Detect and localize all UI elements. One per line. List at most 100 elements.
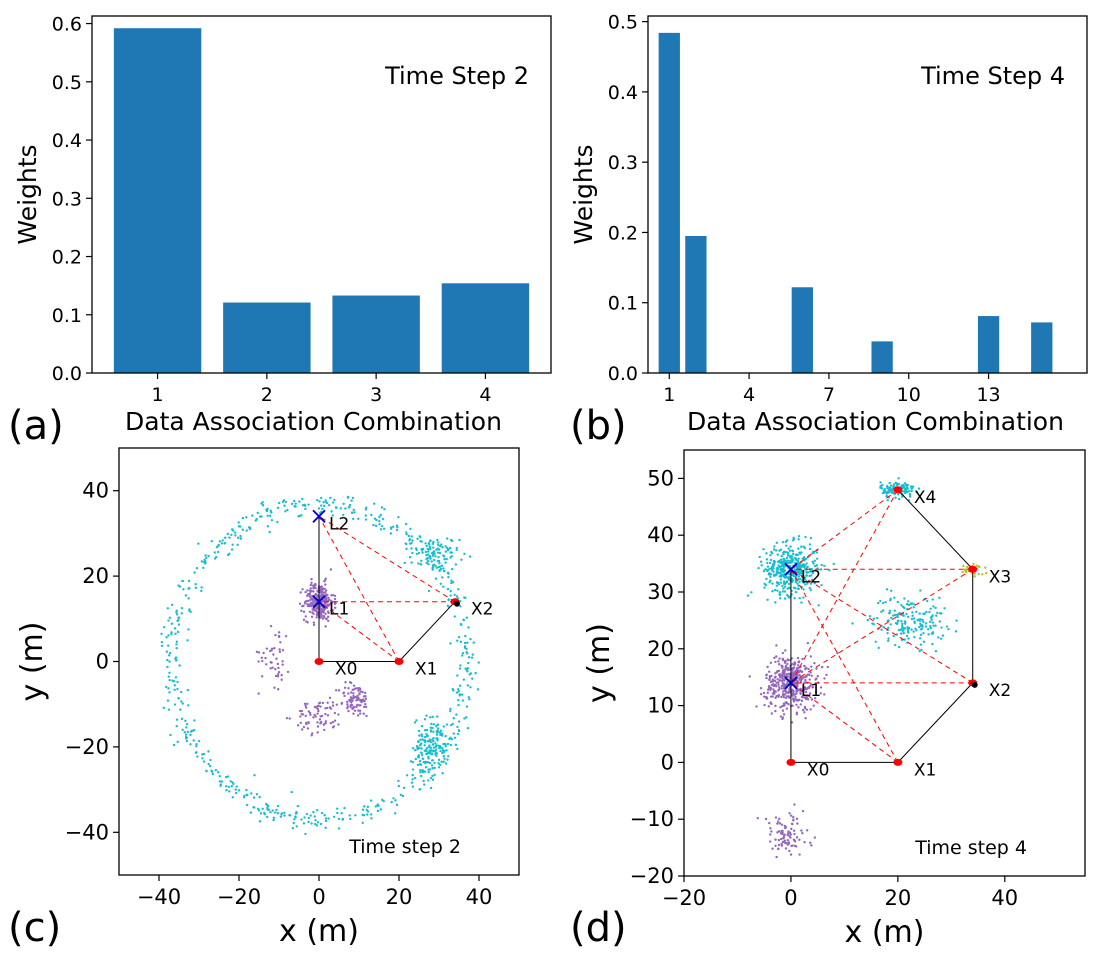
x-axis-label: x (m) [279, 914, 359, 949]
ytick-label: 40 [647, 523, 674, 547]
xtick-label: 4 [479, 384, 491, 406]
association-lines [790, 489, 973, 763]
bar-a-2 [223, 302, 311, 373]
landmark-marker-L1 [784, 676, 798, 690]
ytick-label: −20 [630, 864, 674, 888]
xtick-label: 3 [370, 384, 382, 406]
y-axis-label: Weights [13, 144, 42, 244]
xtick-label: −40 [137, 885, 181, 909]
xtick-label: −20 [662, 886, 706, 910]
trajectory [318, 516, 456, 662]
pose-label-X3: X3 [989, 567, 1011, 587]
purple-cluster-low [285, 701, 340, 737]
pose-label-X1: X1 [415, 660, 437, 680]
landmark-label-L2: L2 [801, 567, 821, 587]
l1-particles [748, 641, 839, 724]
xtick-label: 20 [884, 886, 911, 910]
cyan-cluster-mid [851, 588, 958, 653]
pose-marker-X0 [786, 758, 796, 766]
landmark-marker-L2 [312, 509, 326, 523]
ytick-label: 0.1 [52, 305, 82, 327]
particles-d [746, 477, 988, 859]
pose-label-X2: X2 [989, 681, 1011, 701]
ytick-label: 0.4 [52, 130, 82, 152]
landmark-label-L1: L1 [329, 600, 349, 620]
pose-label-X0: X0 [807, 760, 829, 780]
ytick-label: 0.2 [608, 222, 638, 244]
ytick-label: 0.6 [52, 14, 82, 36]
ytick-label: 0.4 [608, 82, 638, 104]
ytick-label: 0 [96, 650, 109, 674]
ytick-label: 0.5 [608, 12, 638, 34]
xtick-label: 40 [991, 886, 1018, 910]
association-line [318, 516, 400, 662]
chart-d: X0 X1 X2 X3 X4 L1 L2 −20 0 20 40 −20 −10 0 10 20 30 40 50 T… [582, 449, 1086, 950]
ytick-label: 0.3 [52, 188, 82, 210]
xtick-label: 40 [466, 885, 493, 909]
ytick-label: 0 [661, 750, 674, 774]
ytick-label: 40 [82, 479, 109, 503]
x-axis-label: Data Association Combination [687, 407, 1064, 436]
plot-area-frame-d [683, 449, 1086, 877]
bar-a-3 [332, 295, 420, 373]
ytick-label: 0.3 [608, 152, 638, 174]
xtick-label: 10 [897, 384, 921, 406]
annotation-a: Time Step 2 [384, 62, 529, 90]
ytick-label: 10 [647, 694, 674, 718]
purple-cluster-right [328, 681, 368, 718]
ytick-label: 20 [647, 637, 674, 661]
pose-label-X0: X0 [335, 660, 357, 680]
plot-area-frame-b [647, 15, 1088, 374]
bar-b-1 [658, 32, 680, 373]
bar-b-2 [685, 235, 707, 373]
bar-a-1 [113, 28, 202, 374]
cyan-cluster [409, 714, 459, 790]
pose-label-X2: X2 [471, 600, 493, 620]
xtick-label: 0 [312, 885, 325, 909]
xtick-label: 1 [663, 384, 675, 406]
annotation-c: Time step 2 [348, 836, 461, 858]
ytick-label: 20 [82, 564, 109, 588]
trajectory [790, 489, 974, 763]
pose-marker-dark [971, 681, 978, 688]
panel-label-a: (a) [8, 403, 64, 449]
xtick-label: 20 [386, 885, 413, 909]
ytick-label: 0.0 [608, 363, 638, 385]
ytick-label: 30 [647, 580, 674, 604]
association-line [318, 601, 400, 662]
pose-marker-X1 [394, 658, 404, 665]
xtick-label: 7 [823, 384, 835, 406]
landmark-label-L1: L1 [801, 681, 821, 701]
pose-marker-X1 [893, 758, 903, 766]
pose-marker-X3 [968, 565, 978, 573]
association-line [790, 489, 899, 570]
ytick-label: 50 [647, 466, 674, 490]
landmark-marker-L1 [312, 595, 326, 609]
ytick-label: 0.5 [52, 72, 82, 94]
xtick-label: 13 [976, 384, 1000, 406]
ytick-label: −40 [65, 820, 109, 844]
purple-cluster-low [756, 803, 817, 859]
x-axis-label: x (m) [845, 915, 925, 950]
xtick-label: 0 [784, 886, 797, 910]
trajectory-segment [897, 489, 974, 570]
xtick-label: 4 [743, 384, 755, 406]
chart-a: 0.0 0.1 0.2 0.3 0.4 0.5 0.6 1 2 3 4 Time Step 2 Data… [13, 14, 552, 436]
pose-marker-dark [454, 600, 460, 607]
chart-b: 0.0 0.1 0.2 0.3 0.4 0.5 1 4 7 10 13 Time Step 4 Data… [569, 12, 1088, 436]
pose-marker-X4 [893, 486, 903, 494]
landmark-marker-L2 [784, 562, 798, 576]
ytick-label: 0.0 [52, 363, 82, 385]
xtick-label: −20 [217, 885, 261, 909]
trajectory-segment [897, 682, 974, 763]
chart-c: X0 X1 X2 L1 L2 −40 −20 0 20 40 −40 −20 0 20 40 Time ste… [15, 447, 520, 949]
panel-label-d: (d) [570, 905, 627, 951]
y-axis-label: Weights [569, 144, 598, 244]
bar-b-9 [871, 341, 893, 373]
association-line [790, 682, 899, 763]
panel-label-b: (b) [570, 403, 627, 449]
association-lines [318, 515, 456, 662]
annotation-b: Time Step 4 [920, 62, 1065, 90]
annotation-d: Time step 4 [914, 837, 1027, 859]
